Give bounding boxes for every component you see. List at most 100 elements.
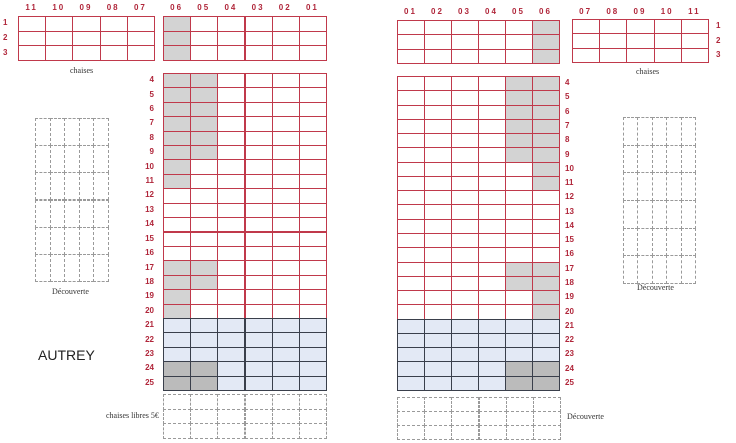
optional-seat[interactable]: [78, 199, 95, 228]
seat[interactable]: [451, 247, 479, 263]
seat[interactable]: [451, 161, 479, 177]
seat[interactable]: [298, 332, 327, 348]
seat[interactable]: [99, 16, 128, 32]
seat[interactable]: [424, 175, 452, 192]
seat-reserved[interactable]: [163, 73, 192, 89]
seat-reserved[interactable]: [163, 87, 192, 103]
seat[interactable]: [271, 245, 300, 262]
seat[interactable]: [126, 45, 155, 61]
seat[interactable]: [451, 290, 479, 306]
seat[interactable]: [424, 290, 452, 306]
seat-reserved[interactable]: [190, 87, 219, 103]
seat[interactable]: [298, 30, 327, 47]
seat[interactable]: [505, 347, 533, 363]
seat[interactable]: [217, 30, 246, 47]
seat[interactable]: [478, 275, 506, 292]
seat[interactable]: [451, 190, 479, 206]
seat-reserved[interactable]: [163, 30, 192, 47]
seat-reserved[interactable]: [163, 303, 192, 319]
seat[interactable]: [424, 261, 452, 277]
optional-seat[interactable]: [651, 255, 668, 284]
seat[interactable]: [298, 303, 327, 319]
seat[interactable]: [163, 245, 192, 262]
seat[interactable]: [217, 231, 246, 247]
seat-reserved[interactable]: [163, 173, 192, 190]
seat[interactable]: [271, 361, 300, 377]
optional-seat[interactable]: [49, 226, 66, 255]
seat-reserved[interactable]: [163, 130, 192, 147]
seat[interactable]: [505, 20, 533, 36]
optional-seat[interactable]: [64, 145, 80, 174]
optional-seat[interactable]: [478, 425, 507, 440]
seat[interactable]: [244, 101, 273, 118]
seat[interactable]: [599, 19, 628, 35]
optional-seat[interactable]: [637, 200, 653, 229]
seat[interactable]: [505, 190, 533, 206]
seat[interactable]: [190, 45, 219, 61]
seat-reserved[interactable]: [532, 175, 560, 192]
seat[interactable]: [190, 231, 219, 247]
seat[interactable]: [397, 190, 425, 206]
seat[interactable]: [271, 73, 300, 89]
seat-reserved[interactable]: [532, 161, 560, 177]
seat[interactable]: [478, 118, 506, 135]
seat[interactable]: [217, 101, 246, 118]
optional-seat[interactable]: [93, 118, 109, 147]
seat[interactable]: [532, 204, 560, 220]
seat[interactable]: [397, 318, 425, 334]
seat[interactable]: [298, 289, 327, 305]
seat-reserved[interactable]: [505, 147, 533, 163]
seat[interactable]: [271, 217, 300, 233]
seat[interactable]: [397, 118, 425, 135]
optional-seat[interactable]: [397, 411, 426, 426]
seat[interactable]: [599, 47, 628, 63]
seat[interactable]: [298, 116, 327, 132]
seat-reserved[interactable]: [532, 90, 560, 106]
seat[interactable]: [271, 231, 300, 247]
seat[interactable]: [126, 30, 155, 47]
optional-seat[interactable]: [451, 411, 480, 426]
seat-reserved[interactable]: [532, 104, 560, 120]
seat-reserved[interactable]: [505, 118, 533, 135]
seat[interactable]: [397, 275, 425, 292]
optional-seat[interactable]: [651, 117, 668, 146]
seat[interactable]: [626, 47, 655, 63]
optional-seat[interactable]: [244, 408, 273, 425]
seat[interactable]: [397, 76, 425, 92]
seat-reserved[interactable]: [532, 133, 560, 149]
seat[interactable]: [298, 375, 327, 391]
seat[interactable]: [451, 104, 479, 120]
optional-seat[interactable]: [163, 394, 192, 410]
seat[interactable]: [478, 318, 506, 334]
seat[interactable]: [478, 361, 506, 377]
seat[interactable]: [424, 76, 452, 92]
seat[interactable]: [478, 332, 506, 349]
seat[interactable]: [397, 332, 425, 349]
seat[interactable]: [271, 260, 300, 276]
seat[interactable]: [244, 332, 273, 348]
seat[interactable]: [217, 245, 246, 262]
seat-reserved[interactable]: [505, 133, 533, 149]
optional-seat[interactable]: [637, 172, 653, 201]
seat[interactable]: [271, 101, 300, 118]
seat[interactable]: [505, 318, 533, 334]
seat-reserved[interactable]: [532, 20, 560, 36]
optional-seat[interactable]: [424, 411, 453, 426]
seat[interactable]: [298, 317, 327, 334]
optional-seat[interactable]: [451, 425, 480, 440]
seat[interactable]: [18, 16, 47, 32]
optional-seat[interactable]: [49, 199, 66, 228]
optional-seat[interactable]: [666, 117, 682, 146]
seat[interactable]: [505, 218, 533, 234]
optional-seat[interactable]: [35, 253, 51, 282]
optional-seat[interactable]: [78, 172, 95, 201]
seat[interactable]: [397, 175, 425, 192]
seat[interactable]: [451, 233, 479, 249]
seat[interactable]: [99, 45, 128, 61]
seat[interactable]: [397, 304, 425, 320]
seat-reserved[interactable]: [163, 375, 192, 391]
seat[interactable]: [599, 33, 628, 49]
seat[interactable]: [244, 45, 273, 61]
seat-reserved[interactable]: [532, 118, 560, 135]
seat[interactable]: [190, 159, 219, 175]
